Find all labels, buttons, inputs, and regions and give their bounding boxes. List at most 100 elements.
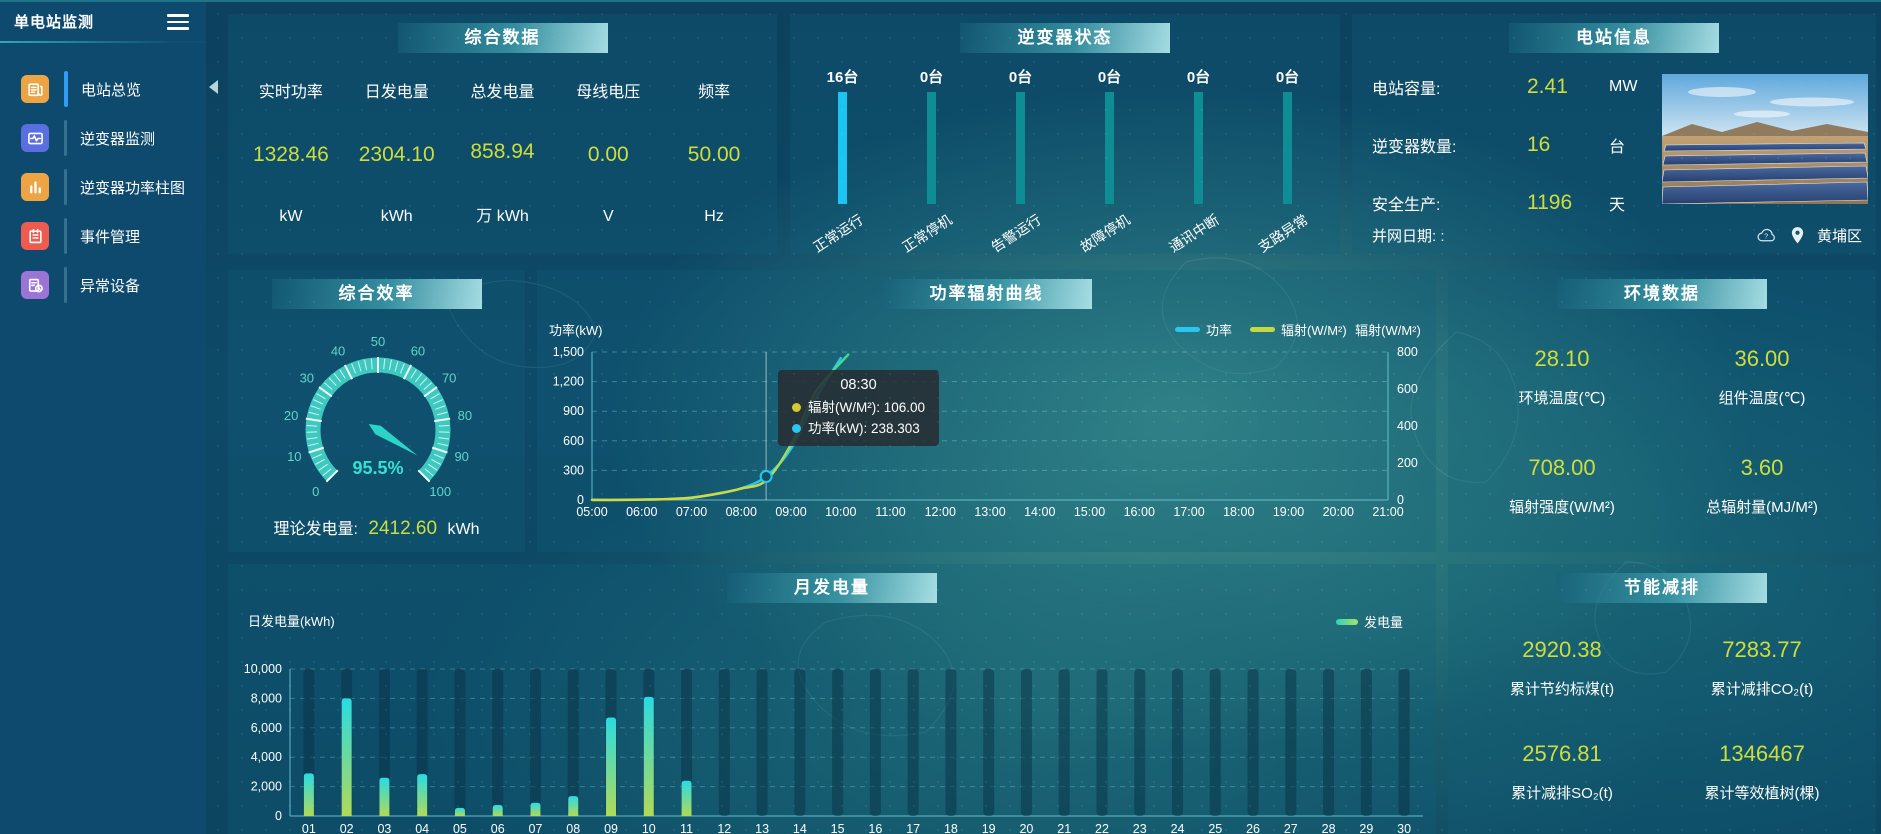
gauge-tick [308, 446, 325, 454]
gauge-tick [438, 425, 450, 427]
efficiency-gauge[interactable]: 0 10 20 30 40 50 60 70 80 90 100 95.5% [228, 270, 525, 552]
inverter-state-label: 告警运行 [987, 211, 1044, 256]
bar-value[interactable] [568, 796, 579, 816]
sidebar-item-inverter-power-bars[interactable]: 逆变器功率柱图 [0, 163, 206, 212]
environment-cells: 28.10 环境温度(℃) 36.00 组件温度(℃) 708.00 辐射强度(W/M²)… [1462, 322, 1862, 540]
tick-label: 10:00 [825, 505, 856, 519]
sidebar-item-station-overview[interactable]: 电站总览 [0, 65, 206, 114]
inverter-count: 0台 [1097, 69, 1122, 86]
gauge-tick [433, 453, 444, 459]
environment-value: 28.10 [1534, 345, 1590, 371]
location-pin-icon[interactable] [1790, 226, 1805, 245]
tick-label: 1,500 [553, 345, 584, 359]
metric-value: 2304.10 [358, 143, 435, 166]
tick-label: 400 [1397, 419, 1418, 433]
summary-metric: 母线电压 0.00 V [555, 64, 661, 246]
environment-value: 36.00 [1734, 345, 1790, 371]
sidebar-item-divider [64, 120, 67, 156]
saving-cell: 7283.77 累计减排CO₂(t) [1662, 616, 1862, 720]
inverter-state-label: 正常运行 [809, 211, 866, 256]
sidebar-collapse-arrow[interactable] [209, 80, 218, 94]
legend-item[interactable]: 发电量 [1336, 612, 1403, 631]
bar-track [907, 669, 919, 816]
bar-value[interactable] [643, 696, 654, 816]
bar-track [756, 669, 768, 816]
panel-efficiency-title: 综合效率 [271, 279, 482, 309]
bar-value[interactable] [379, 777, 390, 816]
saving-cell: 2920.38 累计节约标煤(t) [1462, 616, 1662, 720]
abnormal-icon [21, 271, 49, 299]
tick-label: 20 [1019, 822, 1033, 834]
menu-toggle-icon[interactable] [164, 11, 192, 33]
bar-track [1209, 669, 1221, 816]
environment-cell: 708.00 辐射强度(W/M²) [1462, 431, 1662, 540]
bar-value[interactable] [530, 802, 541, 816]
saving-label: 累计减排SO₂(t) [1511, 785, 1613, 802]
gauge-tick [414, 373, 423, 383]
environment-label: 总辐射量(MJ/M²) [1706, 498, 1818, 516]
panel-inverter-status: 逆变器状态 16台 正常运行 0台 正常停机 0台 告警运行 0台 故障停机 0台 通讯中断 0台支… [790, 14, 1340, 255]
gauge-tick [423, 382, 432, 391]
monthly-generation-chart[interactable]: 0 2,000 4,000 6,000 8,000 10,000 日发电量(kWh) 01 02… [228, 564, 1436, 834]
panel-monthly: 月发电量 0 2,000 4,000 6,000 8,000 10,000 日发电量(kWh… [228, 564, 1436, 834]
sidebar-menu: 电站总览 逆变器监测 逆变器功率柱图 事件管理异常设备 [0, 65, 206, 310]
panel-summary-title: 综合数据 [397, 23, 608, 53]
panel-saving: 节能减排 2920.38 累计节约标煤(t) 7283.77 累计减排CO₂(t) 25… [1448, 564, 1876, 834]
metric-label: 频率 [698, 84, 731, 101]
inverter-count: 16台 [826, 69, 859, 86]
inverter-count: 0台 [919, 69, 944, 86]
bar-value[interactable] [417, 774, 428, 816]
tick-label: 02 [340, 822, 354, 834]
theory-label: 理论发电量: [273, 521, 358, 538]
tick-label: 16:00 [1124, 505, 1155, 519]
bar-value[interactable] [341, 698, 352, 816]
gauge-tick [313, 399, 324, 405]
bar-value[interactable] [606, 717, 617, 816]
tick-label: 11:00 [875, 505, 905, 519]
gauge-tick [307, 437, 318, 440]
gauge-tick-label: 10 [287, 449, 301, 464]
events-icon [21, 222, 49, 250]
sidebar-item-label: 异常设备 [80, 277, 141, 295]
gauge-tick [435, 405, 446, 410]
tick-label: 0 [577, 493, 584, 507]
tick-label: 26 [1246, 822, 1260, 834]
bar-track [681, 669, 693, 816]
legend-item[interactable]: 功率 [1175, 320, 1232, 339]
bar-track [1058, 669, 1070, 816]
bar-track [945, 669, 957, 816]
gauge-tick [432, 399, 443, 405]
sidebar-item-inverter-monitor[interactable]: 逆变器监测 [0, 114, 206, 163]
gauge-tick-label: 30 [300, 370, 314, 385]
legend-item[interactable]: 辐射(W/M²) [1250, 320, 1347, 339]
tick-label: 19:00 [1273, 505, 1304, 519]
panel-inverter-status-title: 逆变器状态 [960, 23, 1170, 53]
inverter-state-label: 正常停机 [898, 211, 955, 256]
chart-tooltip: 08:30 辐射(W/M²): 106.00 功率(kW): 238.303 [778, 370, 940, 446]
bar-value[interactable] [303, 773, 314, 816]
gauge-tick [438, 437, 449, 440]
environment-value: 3.60 [1740, 454, 1784, 480]
environment-value: 708.00 [1528, 454, 1596, 480]
sidebar-item-abnormal-devices[interactable]: 异常设备 [0, 261, 206, 310]
saving-value: 2576.81 [1522, 741, 1602, 766]
power-radiation-chart[interactable]: 0 300 600 900 1,200 1,500 0 200 400 600 800 05:00 06… [537, 270, 1436, 552]
bar-value[interactable] [681, 780, 692, 816]
tick-label: 15:00 [1074, 505, 1105, 519]
hover-marker [759, 469, 773, 483]
weather-cloud-icon[interactable]: ? [1756, 227, 1778, 243]
tick-label: 29 [1359, 822, 1373, 834]
bar-value[interactable] [454, 807, 465, 816]
sidebar-item-event-management[interactable]: 事件管理 [0, 212, 206, 261]
bars-icon [21, 173, 49, 201]
tick-label: 07 [529, 822, 543, 834]
station-info-row: 电站容量: 2.41 MW [1372, 58, 1682, 116]
bar-value[interactable] [492, 804, 503, 816]
gauge-tick [328, 377, 337, 386]
sidebar-item-divider [64, 71, 68, 107]
inverter-status-chart[interactable]: 16台 正常运行 0台 正常停机 0台 告警运行 0台 故障停机 0台 通讯中断 0台 支路异常 [798, 60, 1332, 255]
panel-power-curve: 功率辐射曲线 0 300 600 900 1,200 1,500 0 200 400 600 800… [537, 270, 1436, 552]
grid-date-label: 并网日期: : [1372, 227, 1445, 245]
location-group: ? 黄埔区 [1756, 225, 1862, 246]
